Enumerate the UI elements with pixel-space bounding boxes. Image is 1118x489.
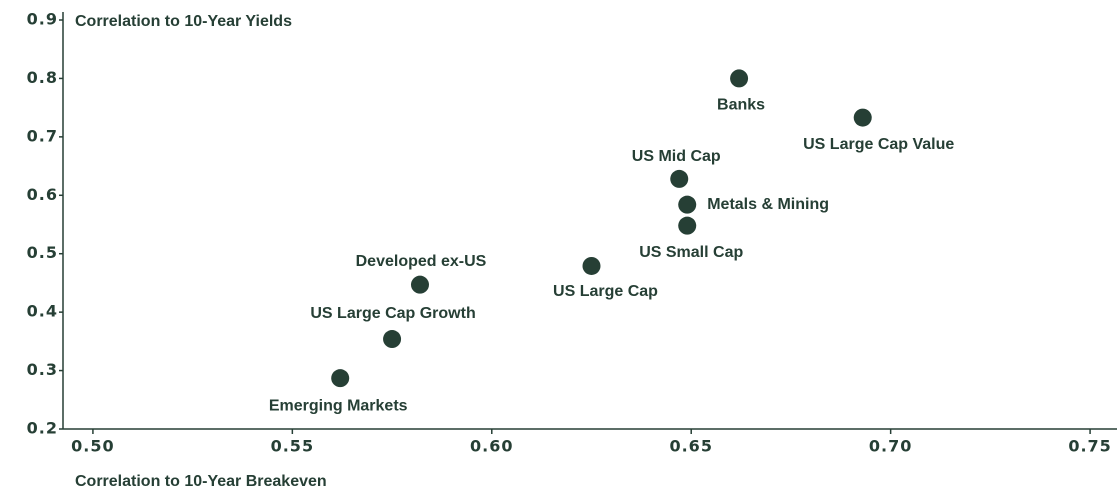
y-tick-label: 0.3	[27, 360, 58, 379]
point-label: US Large Cap	[553, 283, 658, 300]
point	[678, 216, 697, 235]
point-label: Emerging Markets	[269, 397, 408, 414]
point-label: Developed ex-US	[356, 253, 487, 270]
point	[410, 275, 429, 294]
point	[670, 169, 689, 188]
point-label: US Large Cap Value	[803, 136, 954, 153]
x-tick-label: 0.65	[669, 437, 712, 456]
y-tick-label: 0.8	[27, 68, 58, 87]
point	[730, 69, 749, 88]
point-label: US Large Cap Growth	[310, 305, 475, 322]
y-tick-label: 0.7	[27, 126, 58, 145]
point	[678, 195, 697, 214]
x-tick-label: 0.50	[71, 437, 114, 456]
x-tick-label: 0.70	[869, 437, 912, 456]
point-label: US Small Cap	[639, 244, 743, 261]
point-label: Banks	[717, 97, 765, 114]
y-tick-label: 0.5	[27, 243, 58, 262]
point-label: Metals & Mining	[707, 196, 829, 213]
y-tick-label: 0.2	[27, 419, 58, 438]
x-tick-label: 0.75	[1068, 437, 1111, 456]
y-tick-label: 0.9	[27, 10, 58, 29]
point	[582, 256, 601, 275]
y-axis-title: Correlation to 10-Year Yields	[75, 13, 292, 30]
x-tick-label: 0.60	[470, 437, 513, 456]
point-label: US Mid Cap	[632, 148, 721, 165]
y-tick-label: 0.4	[27, 302, 58, 321]
point	[383, 330, 402, 349]
x-tick-label: 0.55	[271, 437, 314, 456]
point	[853, 108, 872, 127]
y-tick-label: 0.6	[27, 185, 58, 204]
point	[331, 369, 350, 388]
x-axis-title: Correlation to 10-Year Breakeven	[75, 473, 327, 489]
